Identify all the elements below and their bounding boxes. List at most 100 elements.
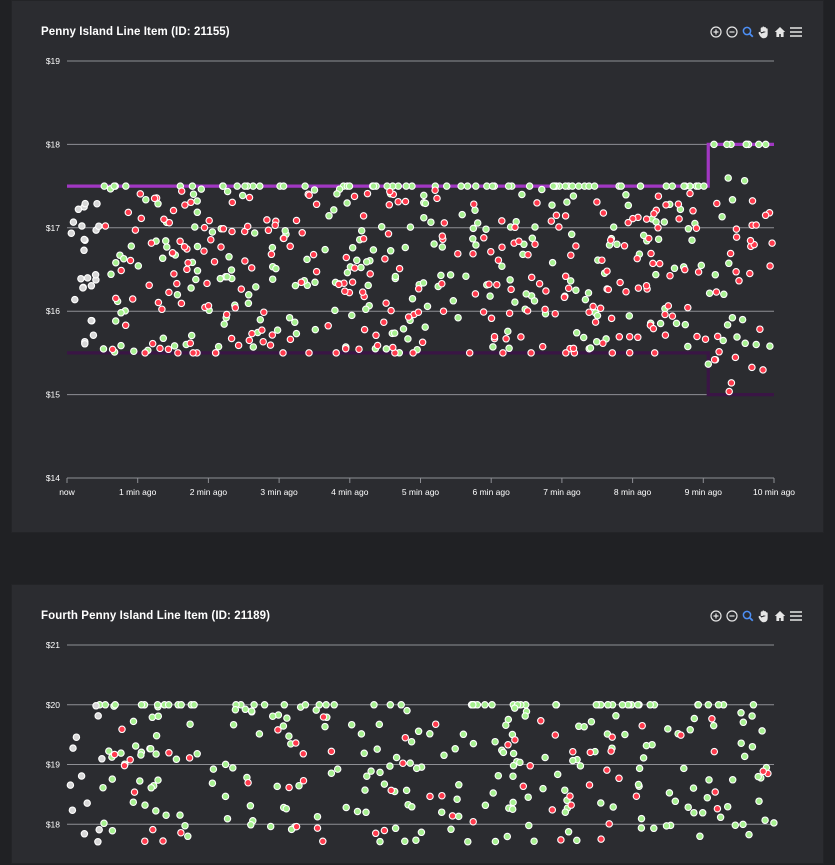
data-point-green[interactable]	[382, 345, 391, 353]
reset-home-icon[interactable]	[773, 25, 786, 39]
data-point-green[interactable]	[749, 701, 758, 709]
data-point-green[interactable]	[622, 191, 630, 199]
data-point-red[interactable]	[448, 812, 457, 820]
data-point-red[interactable]	[633, 254, 641, 263]
data-point-red[interactable]	[381, 255, 389, 263]
data-point-green[interactable]	[250, 229, 259, 237]
data-point-green[interactable]	[486, 292, 494, 300]
data-point-green[interactable]	[353, 256, 361, 265]
data-point-gray[interactable]	[80, 830, 89, 838]
data-point-red[interactable]	[560, 293, 569, 302]
data-point-red[interactable]	[711, 788, 719, 796]
data-point-red[interactable]	[603, 267, 611, 275]
data-point-green[interactable]	[111, 317, 120, 325]
data-point-red[interactable]	[312, 267, 321, 276]
data-point-red[interactable]	[494, 256, 503, 264]
data-point-red[interactable]	[701, 335, 710, 343]
data-point-green[interactable]	[711, 270, 720, 279]
data-point-green[interactable]	[170, 342, 179, 350]
data-point-red[interactable]	[708, 715, 716, 723]
data-point-green[interactable]	[636, 182, 645, 190]
data-point-red[interactable]	[164, 345, 173, 354]
data-point-red[interactable]	[159, 837, 167, 845]
data-point-green[interactable]	[148, 713, 157, 722]
data-point-red[interactable]	[465, 349, 474, 357]
data-point-green[interactable]	[472, 182, 480, 190]
data-point-red[interactable]	[237, 285, 246, 293]
data-point-gray[interactable]	[95, 222, 103, 230]
data-point-red[interactable]	[471, 290, 480, 298]
data-point-green[interactable]	[505, 344, 513, 353]
data-point-green[interactable]	[311, 278, 319, 287]
data-point-red[interactable]	[487, 314, 496, 323]
data-point-green[interactable]	[177, 701, 185, 709]
data-point-red[interactable]	[713, 332, 722, 341]
data-point-green[interactable]	[541, 753, 549, 762]
data-point-green[interactable]	[459, 730, 468, 739]
data-point-green[interactable]	[525, 182, 534, 190]
data-point-gray[interactable]	[81, 199, 89, 208]
data-point-red[interactable]	[608, 349, 617, 357]
data-point-red[interactable]	[118, 725, 126, 734]
data-point-green[interactable]	[646, 701, 654, 709]
data-point-green[interactable]	[579, 333, 588, 342]
data-point-red[interactable]	[759, 366, 767, 374]
data-point-green[interactable]	[247, 821, 255, 829]
data-point-red[interactable]	[605, 820, 613, 828]
data-point-green[interactable]	[690, 714, 699, 723]
data-point-red[interactable]	[389, 343, 397, 352]
data-point-green[interactable]	[163, 243, 171, 251]
data-point-green[interactable]	[208, 228, 217, 236]
data-point-green[interactable]	[737, 709, 745, 717]
data-point-green[interactable]	[637, 824, 646, 832]
data-point-red[interactable]	[128, 295, 137, 303]
data-point-green[interactable]	[402, 786, 411, 795]
data-point-red[interactable]	[108, 345, 117, 354]
data-point-green[interactable]	[552, 701, 560, 709]
data-point-red[interactable]	[204, 302, 213, 310]
data-point-green[interactable]	[408, 294, 417, 303]
data-point-red[interactable]	[147, 239, 156, 247]
data-point-gray[interactable]	[87, 282, 96, 290]
data-point-green[interactable]	[117, 749, 125, 757]
data-point-red[interactable]	[149, 825, 157, 834]
data-point-green[interactable]	[99, 345, 108, 353]
data-point-red[interactable]	[661, 331, 670, 339]
data-point-red[interactable]	[168, 249, 177, 257]
data-point-red[interactable]	[126, 256, 135, 265]
data-point-green[interactable]	[391, 272, 400, 281]
data-point-green[interactable]	[728, 196, 737, 204]
data-point-red[interactable]	[363, 189, 372, 198]
data-point-red[interactable]	[117, 266, 125, 275]
data-point-green[interactable]	[690, 808, 698, 817]
data-point-green[interactable]	[755, 140, 763, 149]
data-point-green[interactable]	[566, 277, 575, 285]
data-point-green[interactable]	[187, 331, 196, 340]
data-point-red[interactable]	[348, 278, 357, 286]
data-point-red[interactable]	[372, 331, 380, 340]
data-point-red[interactable]	[228, 227, 236, 236]
data-point-red[interactable]	[245, 336, 254, 345]
data-point-red[interactable]	[271, 221, 279, 230]
data-point-red[interactable]	[551, 309, 559, 318]
data-point-red[interactable]	[511, 223, 519, 232]
data-point-green[interactable]	[511, 298, 519, 306]
data-point-green[interactable]	[268, 243, 277, 252]
data-point-green[interactable]	[725, 259, 733, 268]
data-point-green[interactable]	[209, 765, 218, 773]
data-point-red[interactable]	[341, 344, 350, 353]
data-point-green[interactable]	[665, 789, 674, 797]
data-point-red[interactable]	[746, 269, 754, 278]
data-point-green[interactable]	[392, 753, 401, 762]
data-point-green[interactable]	[761, 140, 770, 149]
data-point-green[interactable]	[421, 323, 429, 331]
data-point-red[interactable]	[414, 285, 423, 293]
data-point-red[interactable]	[384, 230, 393, 238]
data-point-red[interactable]	[710, 747, 719, 756]
data-point-green[interactable]	[531, 223, 539, 231]
data-point-green[interactable]	[686, 726, 694, 734]
data-point-green[interactable]	[568, 182, 577, 190]
data-point-green[interactable]	[573, 836, 581, 845]
data-point-green[interactable]	[193, 197, 201, 205]
data-point-red[interactable]	[586, 748, 595, 757]
